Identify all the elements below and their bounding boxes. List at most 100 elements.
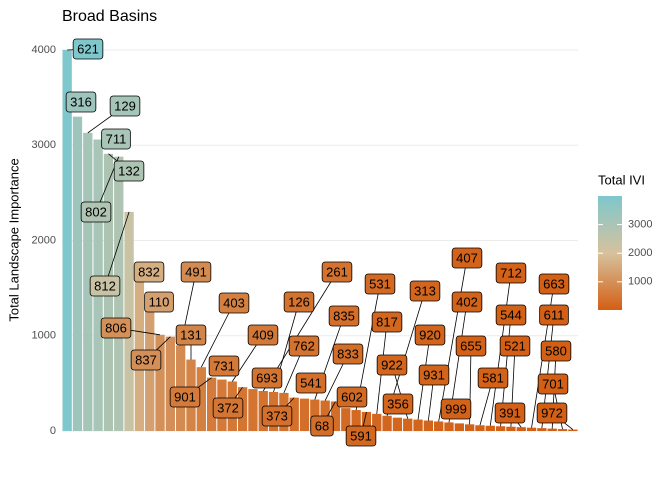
bar-label: 491 [185, 264, 207, 279]
value-label: 611 [539, 304, 569, 326]
bar-label: 591 [350, 428, 372, 443]
label-box [247, 324, 279, 346]
bar [506, 426, 516, 431]
bar-label: 999 [445, 401, 467, 416]
label-box [539, 304, 569, 326]
label-box [169, 386, 201, 408]
value-label: 391 [494, 402, 526, 424]
value-label: 403 [218, 292, 250, 314]
y-tick-label: 0 [50, 425, 56, 437]
value-label: 373 [261, 405, 293, 427]
value-label: 407 [451, 247, 483, 269]
bar-label: 920 [419, 327, 441, 342]
bar-label: 407 [456, 250, 478, 265]
label-box [440, 398, 472, 420]
bar [475, 425, 485, 431]
legend-tick-label: 2000 [628, 247, 652, 259]
legend-tick-label: 3000 [628, 219, 652, 231]
bar [382, 415, 392, 431]
bar [330, 401, 341, 431]
label-box [364, 273, 396, 295]
value-label: 920 [414, 324, 446, 346]
bar-label: 972 [541, 405, 563, 420]
bar-label: 131 [180, 327, 202, 342]
bar-label: 931 [423, 367, 445, 382]
value-label: 806 [100, 317, 132, 339]
bar-label: 372 [217, 400, 239, 415]
bar-label: 316 [70, 94, 92, 109]
label-box [101, 128, 131, 150]
bar [351, 410, 361, 431]
value-label: 833 [332, 343, 364, 365]
bar-label: 313 [414, 283, 436, 298]
value-label: 581 [477, 367, 509, 389]
value-label: 922 [376, 354, 408, 376]
bar-label: 531 [369, 276, 391, 291]
bar-label: 812 [94, 278, 116, 293]
legend-tick-label: 1000 [628, 276, 652, 288]
leader-line [104, 211, 130, 287]
bar [485, 425, 495, 431]
label-box [495, 262, 527, 284]
y-tick-label: 4000 [32, 44, 56, 56]
bar-label: 901 [174, 389, 196, 404]
label-box [133, 261, 165, 283]
value-label: 712 [495, 262, 527, 284]
bar-label: 806 [105, 320, 127, 335]
bar [196, 367, 206, 431]
bar-label: 402 [456, 294, 478, 309]
value-label: 68 [310, 415, 334, 437]
bar [464, 424, 475, 431]
value-label: 316 [65, 91, 97, 113]
bar-label: 126 [288, 294, 310, 309]
label-box [89, 275, 121, 297]
bar [83, 132, 93, 431]
label-box [109, 95, 141, 117]
legend-title: Total IVI [598, 172, 645, 187]
value-label: 693 [251, 367, 283, 389]
labels: 621 316 129 711 132 802 812 832 110 806 837 491 131 4… [65, 38, 572, 447]
bar [557, 429, 568, 431]
bar-label: 356 [387, 396, 409, 411]
bar-label: 817 [376, 314, 398, 329]
label-box [65, 91, 97, 113]
value-label: 409 [247, 324, 279, 346]
bar-label: 655 [460, 338, 482, 353]
label-box [536, 402, 568, 424]
bar [206, 377, 217, 431]
bar [568, 429, 578, 431]
label-box [212, 397, 244, 419]
bar-label: 621 [77, 41, 99, 56]
bar [403, 418, 413, 431]
value-label: 812 [89, 275, 121, 297]
label-box [261, 405, 293, 427]
bar-label: 68 [315, 418, 329, 433]
bar-label: 541 [300, 375, 322, 390]
label-box [251, 367, 283, 389]
label-box [72, 38, 104, 60]
label-box [371, 311, 403, 333]
bar [310, 399, 320, 431]
bar-label: 129 [114, 98, 136, 113]
bar-label: 802 [85, 204, 107, 219]
label-box [477, 367, 509, 389]
label-box [376, 354, 408, 376]
value-label: 491 [180, 261, 212, 283]
value-label: 531 [364, 273, 396, 295]
bar [537, 428, 547, 431]
bar-label: 391 [499, 405, 521, 420]
value-label: 835 [328, 305, 360, 327]
bar [289, 397, 299, 431]
bar [547, 428, 557, 431]
value-label: 261 [321, 261, 353, 283]
value-label: 931 [418, 364, 450, 386]
bar [392, 417, 403, 431]
value-label: 711 [101, 128, 131, 150]
label-box [494, 402, 526, 424]
bar [341, 408, 351, 431]
bar-label: 693 [256, 370, 278, 385]
bar [413, 419, 423, 431]
bar [72, 116, 83, 432]
bar-label: 832 [138, 264, 160, 279]
